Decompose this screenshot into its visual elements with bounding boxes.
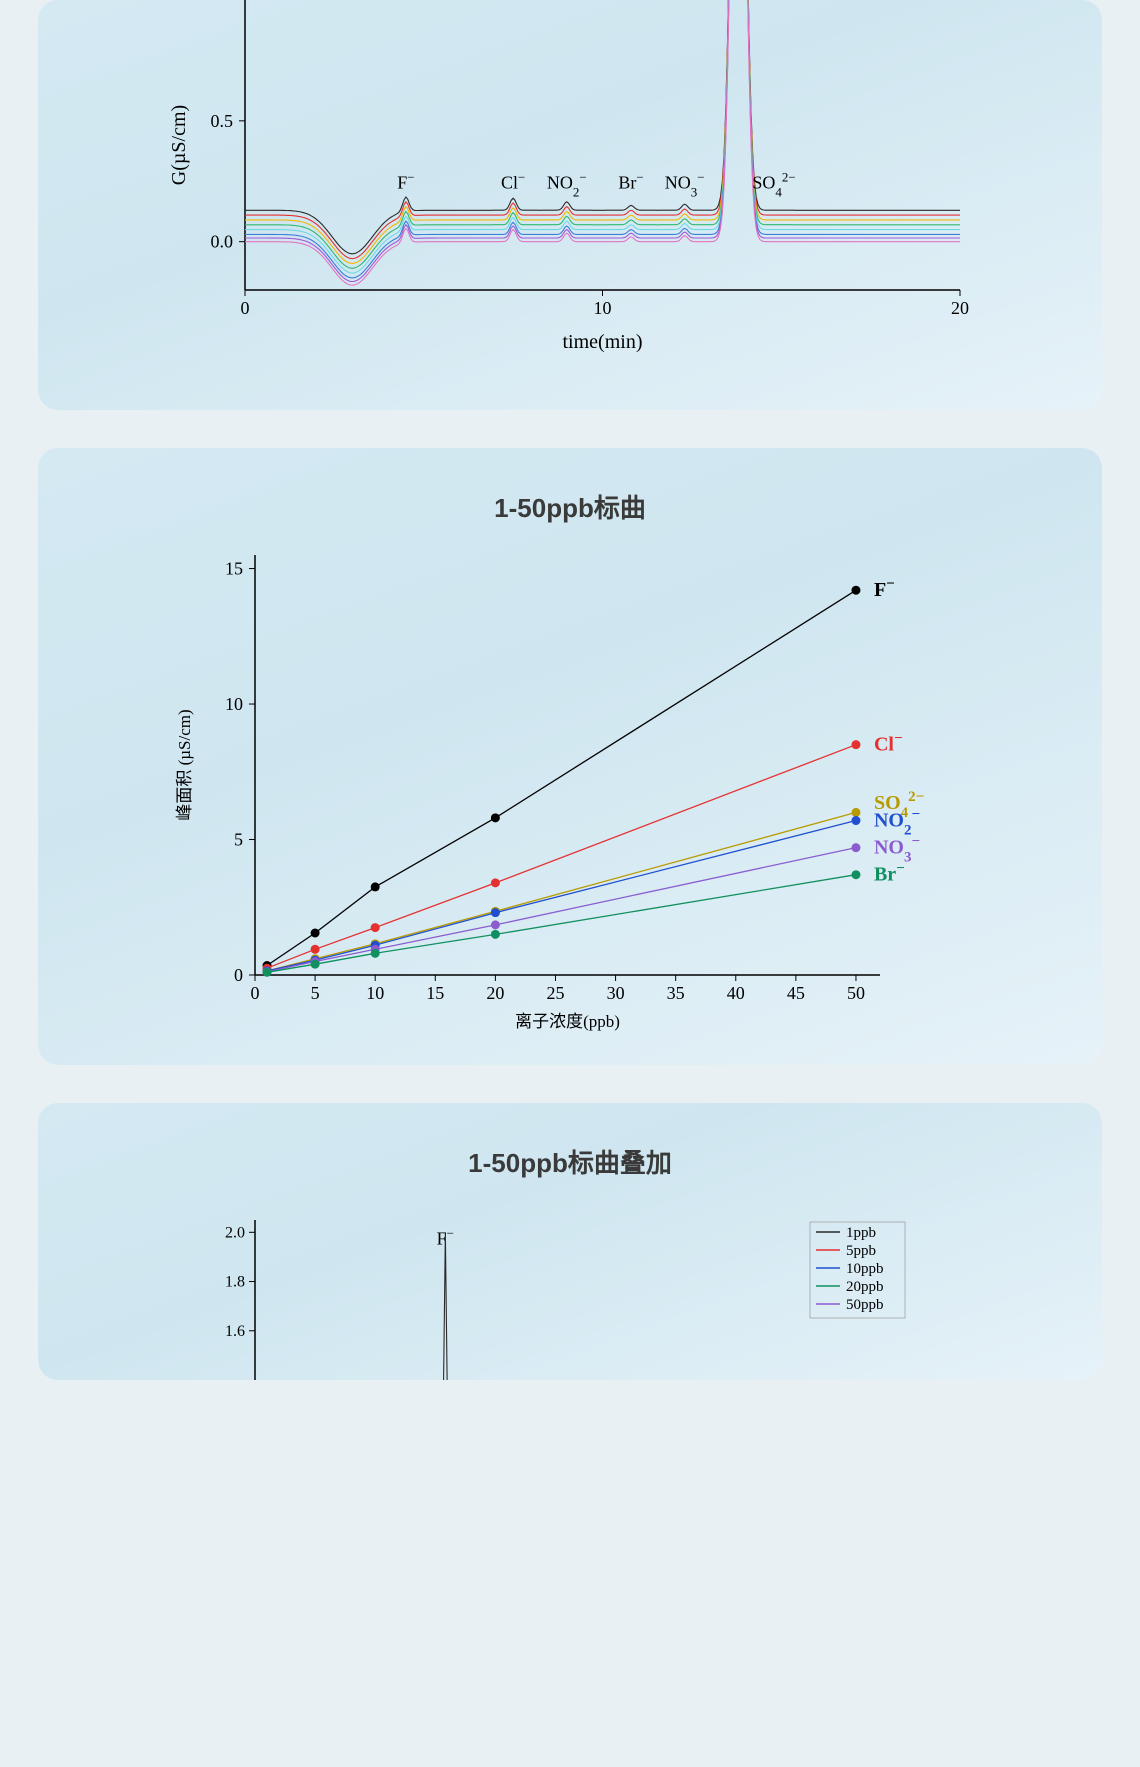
chromatogram-chart: 0.0 0.5 0 10 20 time(min) G(µS/cm) F− Cl− NO2− Br−…	[68, 0, 1072, 380]
calibration-point	[851, 586, 860, 595]
legend-label: 5ppb	[846, 1243, 876, 1259]
y-tick-label: 1.8	[225, 1274, 245, 1291]
calibration-line	[267, 745, 856, 969]
legend-label: 20ppb	[846, 1279, 884, 1295]
x-tick-label: 10	[366, 983, 384, 1003]
x-tick-label: 45	[787, 983, 805, 1003]
x-tick-label: 35	[667, 983, 685, 1003]
page: 0.0 0.5 0 10 20 time(min) G(µS/cm) F− Cl− NO2− Br−…	[0, 0, 1140, 1380]
calibration-point	[311, 929, 320, 938]
calibration-point	[851, 740, 860, 749]
x-tick-label: 20	[951, 298, 969, 318]
y-tick-label: 0.0	[211, 232, 234, 252]
ion-label: F−	[874, 576, 895, 601]
overlay-card: 1-50ppb标曲叠加 2.01.81.6F−1ppb5ppb10ppb20pp…	[38, 1103, 1102, 1380]
overlay-chart: 2.01.81.6F−1ppb5ppb10ppb20ppb50ppb	[68, 1210, 1072, 1380]
calibration-point	[371, 949, 380, 958]
calibration-point	[491, 878, 500, 887]
y-tick-label: 0	[234, 965, 243, 985]
ion-label: Cl−	[874, 731, 903, 756]
calibration-point	[491, 920, 500, 929]
x-tick-label: 15	[426, 983, 444, 1003]
ion-label: Br−	[874, 861, 905, 886]
calibration-point	[263, 968, 272, 977]
x-tick-label: 0	[241, 298, 250, 318]
y-tick-label: 15	[225, 559, 243, 579]
calibration-card: 1-50ppb标曲 0 5 10 15 0 5 10 15 20 25 30 35 40 45 50 离子浓度…	[38, 448, 1102, 1065]
calibration-point	[371, 923, 380, 932]
peak-label: NO3−	[665, 169, 705, 199]
y-tick-label: 1.6	[225, 1323, 245, 1340]
calibration-point	[311, 945, 320, 954]
peak-label: F−	[397, 169, 414, 193]
peak-label: NO2−	[547, 169, 587, 199]
calibration-point	[371, 882, 380, 891]
calibration-point	[491, 908, 500, 917]
calibration-point	[491, 813, 500, 822]
y-tick-label: 0.5	[211, 111, 234, 131]
calibration-point	[851, 808, 860, 817]
x-tick-label: 25	[546, 983, 564, 1003]
x-tick-label: 50	[847, 983, 865, 1003]
chromatogram-card: 0.0 0.5 0 10 20 time(min) G(µS/cm) F− Cl− NO2− Br−…	[38, 0, 1102, 410]
calibration-point	[851, 843, 860, 852]
calibration-point	[311, 960, 320, 969]
x-tick-label: 5	[311, 983, 320, 1003]
calibration-line	[267, 812, 856, 971]
y-tick-label: 5	[234, 830, 243, 850]
y-axis-label: 峰面积 (µS/cm)	[175, 709, 194, 820]
y-tick-label: 10	[225, 694, 243, 714]
calibration-title: 1-50ppb标曲	[68, 488, 1072, 525]
x-tick-label: 40	[727, 983, 745, 1003]
x-tick-label: 20	[486, 983, 504, 1003]
y-tick-label: 2.0	[225, 1224, 245, 1241]
overlay-title: 1-50ppb标曲叠加	[68, 1143, 1072, 1180]
peak-label: SO42−	[752, 169, 795, 199]
x-axis-label: time(min)	[563, 331, 643, 353]
calibration-chart: 0 5 10 15 0 5 10 15 20 25 30 35 40 45 50 离子浓度(ppb) 峰面积 (…	[68, 535, 1072, 1035]
calibration-point	[851, 816, 860, 825]
calibration-point	[851, 870, 860, 879]
x-tick-label: 10	[594, 298, 612, 318]
calibration-line	[267, 590, 856, 965]
calibration-line	[267, 875, 856, 973]
x-axis-label: 离子浓度(ppb)	[515, 1012, 620, 1031]
x-tick-label: 0	[251, 983, 260, 1003]
overlay-trace	[444, 1232, 448, 1380]
legend-label: 50ppb	[846, 1297, 884, 1313]
peak-label: Br−	[618, 169, 643, 193]
legend-label: 10ppb	[846, 1261, 884, 1277]
y-axis-label: G(µS/cm)	[168, 105, 190, 185]
legend-label: 1ppb	[846, 1225, 876, 1241]
calibration-line	[267, 848, 856, 972]
x-tick-label: 30	[607, 983, 625, 1003]
calibration-point	[491, 930, 500, 939]
peak-label: Cl−	[501, 169, 525, 193]
